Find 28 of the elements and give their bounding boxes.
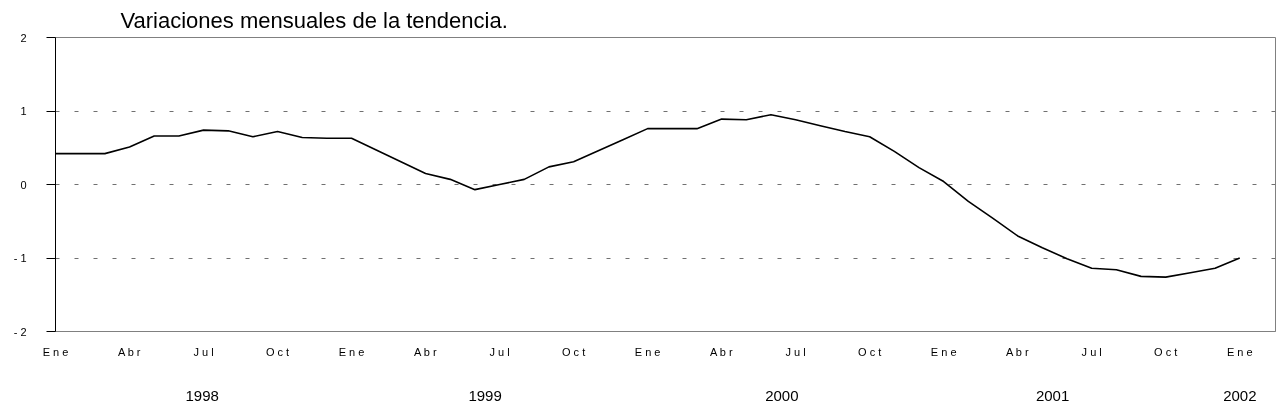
x-tick-label: O c t — [858, 345, 882, 358]
x-tick-label: E n e — [634, 345, 661, 358]
y-tick-label: - 2 — [13, 325, 27, 338]
x-tick-label: E n e — [338, 345, 365, 358]
x2-tick-label: 1999 — [468, 386, 502, 403]
x-tick-label: A b r — [413, 345, 437, 358]
x-tick-label: A b r — [117, 345, 141, 358]
x-tick-label: J u l — [785, 345, 806, 358]
x2-tick-label: 2000 — [765, 386, 799, 403]
y-tick-label: 1 — [20, 105, 27, 117]
x-tick-label: J u l — [489, 345, 510, 358]
x-tick-label: E n e — [42, 345, 69, 358]
chart-title: Variaciones mensuales de la tendencia. — [120, 7, 508, 33]
x-tick-label: J u l — [193, 345, 214, 358]
x-tick-label: E n e — [930, 345, 957, 358]
x-tick-label: A b r — [710, 345, 733, 358]
x-tick-label: O c t — [1154, 345, 1178, 358]
x2-tick-label: 1998 — [185, 386, 219, 403]
x2-tick-label: 2001 — [1035, 386, 1070, 403]
x-tick-label: A b r — [1006, 345, 1030, 358]
x2-tick-label: 2002 — [1223, 386, 1257, 403]
y-tick-label: - 1 — [13, 252, 27, 264]
x-tick-label: O c t — [561, 345, 586, 358]
x-tick-label: E n e — [1226, 345, 1253, 358]
x-tick-label: J u l — [1081, 345, 1102, 358]
y-tick-label: 0 — [20, 178, 27, 191]
y-tick-label: 2 — [20, 31, 27, 44]
x-tick-label: O c t — [265, 345, 290, 358]
